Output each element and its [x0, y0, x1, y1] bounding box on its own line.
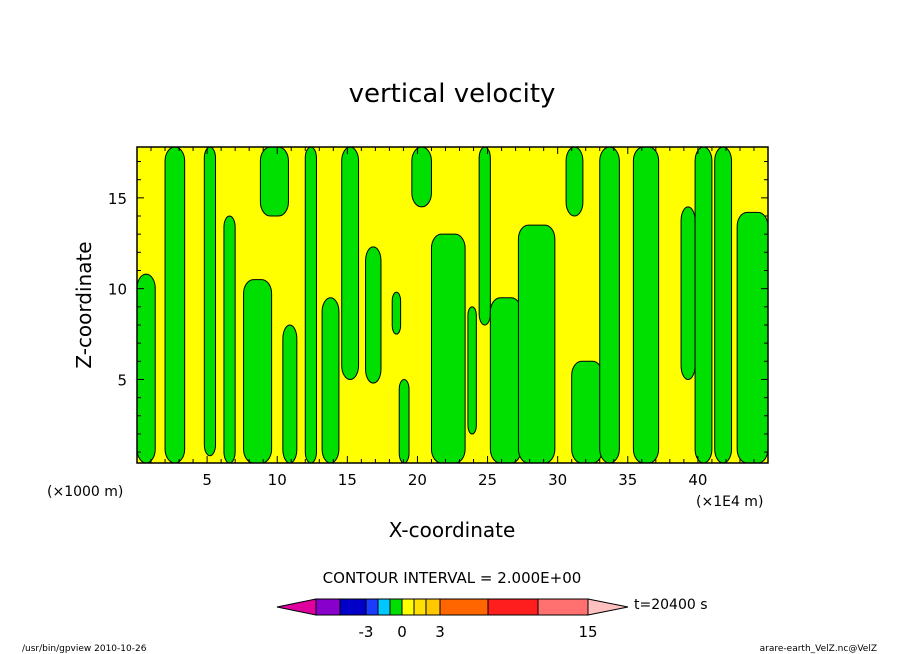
x-tick-label: 5	[202, 471, 212, 489]
colorbar-bin	[365, 598, 379, 616]
negative-region	[571, 360, 604, 463]
negative-region	[259, 147, 289, 217]
y-tick-label: 15	[108, 190, 127, 208]
chart-title: vertical velocity	[349, 79, 556, 109]
negative-region	[680, 206, 696, 380]
negative-region	[223, 215, 236, 463]
y-axis: 5 10 15	[108, 161, 768, 453]
footer-right: arare-earth_VelZ.nc@VelZ	[760, 644, 877, 654]
colorbar-bin	[439, 598, 489, 616]
x-tick-label: 40	[688, 471, 707, 489]
negative-region	[565, 147, 584, 217]
velocity-field	[137, 147, 768, 463]
colorbar-bin	[339, 598, 367, 616]
contour-interval-label: CONTOUR INTERVAL = 2.000E+00	[323, 569, 582, 587]
negative-region	[632, 147, 660, 463]
negative-region	[304, 147, 317, 463]
plot-frame	[136, 146, 769, 464]
negative-region	[391, 291, 402, 335]
colorbar-bin	[425, 598, 441, 616]
negative-region	[321, 297, 340, 463]
colorbar	[276, 598, 629, 616]
negative-region	[341, 147, 360, 380]
colorbar-tick-label: -3	[359, 623, 374, 641]
negative-region	[398, 378, 410, 463]
x-unit-right: (×1E4 m)	[696, 494, 763, 510]
negative-region	[282, 324, 298, 463]
footer-left: /usr/bin/gpview 2010-10-26	[22, 644, 147, 654]
negative-region	[599, 147, 620, 463]
colorbar-bin	[537, 598, 589, 616]
negative-region	[467, 306, 477, 435]
x-unit-left: (×1000 m)	[47, 484, 123, 500]
colorbar-bin	[413, 598, 427, 616]
time-label: t=20400 s	[634, 597, 708, 613]
negative-region	[489, 297, 522, 463]
colorbar-ticks: -3 0 3 15	[359, 623, 598, 641]
negative-region	[243, 279, 273, 463]
negative-region	[164, 147, 186, 463]
negative-region	[736, 211, 768, 463]
negative-region	[478, 147, 491, 326]
colorbar-tick-label: 3	[435, 623, 445, 641]
x-tick-label: 35	[618, 471, 637, 489]
colorbar-tick-label: 15	[578, 623, 597, 641]
colorbar-bin	[487, 598, 539, 616]
colorbar-tick-label: 0	[397, 623, 407, 641]
colorbar-bin	[389, 598, 403, 616]
negative-region	[430, 233, 466, 463]
y-tick-label: 5	[117, 371, 127, 389]
colorbar-bin	[377, 598, 391, 616]
x-tick-label: 20	[408, 471, 427, 489]
colorbar-bin	[315, 598, 341, 616]
y-axis-label: Z-coordinate	[72, 241, 96, 368]
negative-region	[203, 147, 217, 457]
x-axis: 5 10 15 20 25 30 35 40	[150, 147, 755, 489]
x-tick-label: 10	[268, 471, 287, 489]
negative-region	[365, 246, 382, 384]
negative-region	[137, 273, 156, 463]
colorbar-arrow-low	[276, 598, 317, 616]
negative-region	[714, 147, 733, 463]
colorbar-bin	[401, 598, 415, 616]
negative-region	[694, 147, 713, 463]
negative-region	[411, 147, 432, 208]
colorbar-arrow-high	[587, 598, 629, 616]
negative-region	[517, 224, 556, 463]
x-axis-label: X-coordinate	[389, 518, 516, 542]
x-tick-label: 25	[478, 471, 497, 489]
y-tick-label: 10	[108, 281, 127, 299]
x-tick-label: 15	[338, 471, 357, 489]
x-tick-label: 30	[548, 471, 567, 489]
